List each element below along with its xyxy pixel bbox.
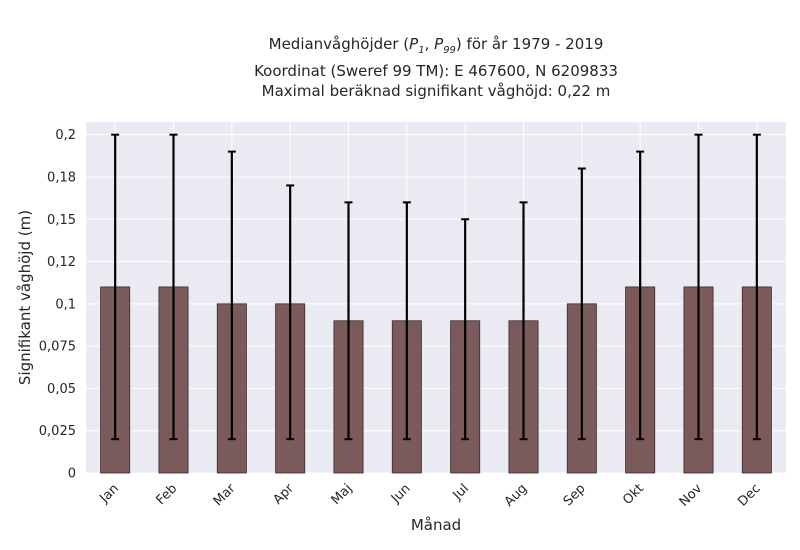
x-tick-label-jun: Jun [388, 481, 414, 507]
subtitle-max-height: Maximal beräknad signifikant våghöjd: 0,… [261, 82, 611, 100]
x-tick-label-sep: Sep [561, 481, 589, 509]
x-tick-label-nov: Nov [677, 481, 706, 510]
x-axis-label: Månad [411, 516, 461, 534]
x-tick-label-jan: Jan [97, 481, 122, 506]
plot-area [86, 122, 786, 473]
x-tick-label-apr: Apr [270, 481, 297, 508]
subtitle-coordinates: Koordinat (Sweref 99 TM): E 467600, N 62… [254, 62, 618, 80]
error-bars [111, 133, 761, 441]
x-tick-label-jul: Jul [450, 481, 472, 503]
x-tick-labels: Jan Feb Mar Apr Maj Jun Jul Aug Sep Okt Nov Dec [97, 481, 764, 510]
y-axis-label: Signifikant våghöjd (m) [16, 210, 34, 385]
x-tick-label-aug: Aug [502, 481, 531, 510]
x-tick-label-feb: Feb [153, 481, 180, 508]
title-line-1: Medianvåghöjder (P1, P99) för år 1979 - … [86, 34, 786, 61]
y-tick-label: 0,05 [47, 382, 76, 397]
title-suffix: ) för år 1979 - 2019 [455, 35, 604, 53]
y-tick-label: 0,2 [55, 128, 76, 143]
y-tick-label: 0,12 [47, 255, 76, 270]
y-tick-label: 0,18 [47, 170, 76, 185]
y-tick-label: 0,15 [47, 213, 76, 228]
y-tick-label: 0,025 [39, 424, 76, 439]
x-tick-label-maj: Maj [329, 481, 356, 508]
title-separator: , [424, 35, 435, 53]
title-p1: P1 [409, 35, 425, 56]
y-tick-label: 0 [68, 467, 76, 482]
x-tick-label-dec: Dec [735, 481, 763, 509]
y-tick-label: 0,075 [39, 340, 76, 355]
y-tick-labels: 0 0,025 0,05 0,075 0,1 0,12 0,15 0,18 0,2 [39, 128, 76, 481]
chart-title: Medianvåghöjder (P1, P99) för år 1979 - … [86, 34, 786, 101]
x-tick-label-okt: Okt [620, 481, 647, 508]
y-tick-label: 0,1 [55, 297, 76, 312]
title-prefix: Medianvåghöjder ( [268, 35, 410, 53]
title-p99: P99 [434, 35, 456, 56]
x-tick-label-mar: Mar [211, 481, 239, 509]
